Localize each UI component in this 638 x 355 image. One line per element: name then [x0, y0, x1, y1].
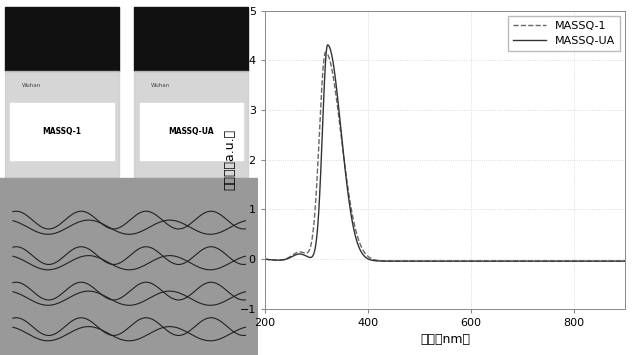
MASSQ-1 — [261, 257, 269, 261]
Y-axis label: 吸光度（a.u.）: 吸光度（a.u.） — [223, 129, 237, 190]
MASSQ-UA — [399, 259, 407, 263]
Bar — [10, 103, 114, 160]
MASSQ-1 — [575, 259, 583, 263]
Bar — [0, 178, 258, 355]
MASSQ-1 — [302, 251, 309, 255]
MASSQ-UA — [323, 43, 331, 48]
MASSQ-UA — [575, 259, 583, 263]
MASSQ-1 — [415, 259, 422, 263]
MASSQ-UA — [261, 257, 269, 261]
MASSQ-UA — [621, 259, 629, 263]
Text: MASSQ-1: MASSQ-1 — [43, 127, 82, 136]
Legend: MASSQ-1, MASSQ-UA: MASSQ-1, MASSQ-UA — [508, 16, 619, 51]
Bar — [135, 7, 248, 71]
X-axis label: 波长（nm）: 波长（nm） — [420, 333, 470, 346]
Line: MASSQ-1: MASSQ-1 — [265, 52, 625, 261]
MASSQ-1 — [614, 259, 622, 263]
Bar — [140, 103, 243, 160]
Text: Wuhan: Wuhan — [151, 83, 170, 88]
Text: MASSQ-UA: MASSQ-UA — [168, 127, 214, 136]
Bar — [5, 71, 119, 178]
Line: MASSQ-UA: MASSQ-UA — [265, 45, 625, 261]
MASSQ-UA — [324, 43, 332, 47]
MASSQ-UA — [415, 259, 422, 263]
Bar — [5, 7, 119, 71]
MASSQ-1 — [399, 259, 407, 263]
MASSQ-1 — [621, 259, 629, 263]
MASSQ-1 — [322, 50, 329, 54]
Text: Wuhan: Wuhan — [22, 83, 41, 88]
MASSQ-UA — [614, 259, 622, 263]
MASSQ-1 — [323, 52, 331, 56]
MASSQ-UA — [302, 254, 309, 258]
Bar — [135, 71, 248, 178]
